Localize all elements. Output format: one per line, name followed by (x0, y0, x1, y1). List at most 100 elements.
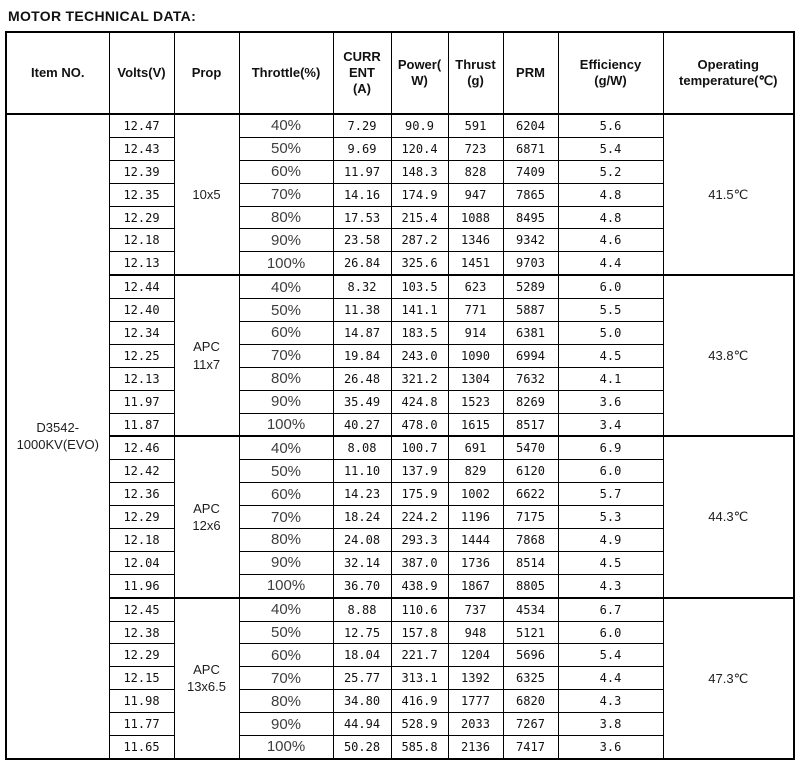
current-cell: 8.08 (332, 435, 392, 461)
table-row: 12.42 50% 11.10 137.9 829 6120 6.0 (6, 459, 794, 484)
power-cell: 221.7 (390, 643, 449, 668)
volts-cell: 12.45 (108, 596, 175, 622)
power-cell: 100.7 (390, 435, 449, 461)
current-cell: 11.38 (332, 298, 392, 323)
thrust-cell: 1002 (447, 482, 504, 507)
throttle-cell: 80% (238, 366, 334, 391)
table-row: 11.96 100% 36.70 438.9 1867 8805 4.3 (6, 573, 794, 599)
efficiency-cell: 3.8 (557, 712, 664, 737)
table-row: 11.97 90% 35.49 424.8 1523 8269 3.6 (6, 389, 794, 414)
power-cell: 585.8 (390, 735, 449, 760)
efficiency-cell: 4.1 (557, 366, 664, 391)
power-cell: 137.9 (390, 459, 449, 484)
throttle-cell: 50% (238, 620, 334, 645)
efficiency-cell: 6.0 (557, 274, 664, 300)
prm-cell: 6871 (502, 136, 559, 161)
thrust-cell: 2033 (447, 712, 504, 737)
page: MOTOR TECHNICAL DATA: Item NO. Volts(V) … (0, 8, 800, 760)
power-cell: 387.0 (390, 550, 449, 575)
volts-cell: 12.25 (108, 343, 175, 368)
current-cell: 14.23 (332, 482, 392, 507)
thrust-cell: 2136 (447, 735, 504, 760)
volts-cell: 12.29 (108, 505, 175, 530)
temperature-cell: 47.3℃ (662, 596, 795, 760)
prm-cell: 7632 (502, 366, 559, 391)
col-header-efficiency: Efficiency (g/W) (557, 31, 664, 115)
current-cell: 50.28 (332, 735, 392, 760)
table-row: 12.13 100% 26.84 325.6 1451 9703 4.4 (6, 251, 794, 276)
efficiency-cell: 5.6 (557, 113, 664, 138)
efficiency-cell: 4.4 (557, 666, 664, 691)
throttle-cell: 90% (238, 228, 334, 253)
throttle-cell: 80% (238, 689, 334, 714)
page-title: MOTOR TECHNICAL DATA: (8, 8, 197, 24)
power-cell: 313.1 (390, 666, 449, 691)
power-cell: 478.0 (390, 412, 449, 437)
power-cell: 148.3 (390, 159, 449, 184)
prm-cell: 8269 (502, 389, 559, 414)
volts-cell: 12.35 (108, 182, 175, 207)
prm-cell: 6994 (502, 343, 559, 368)
volts-cell: 12.39 (108, 159, 175, 184)
thrust-cell: 623 (447, 274, 504, 300)
volts-cell: 12.43 (108, 136, 175, 161)
current-cell: 26.48 (332, 366, 392, 391)
col-header-current: CURR ENT (A) (332, 31, 392, 115)
table-row: 12.43 50% 9.69 120.4 723 6871 5.4 (6, 136, 794, 161)
throttle-cell: 60% (238, 321, 334, 345)
col-header-thrust: Thrust (g) (447, 31, 504, 115)
efficiency-cell: 5.4 (557, 136, 664, 161)
power-cell: 110.6 (390, 596, 449, 622)
power-cell: 103.5 (390, 274, 449, 300)
prm-cell: 7175 (502, 505, 559, 530)
prm-cell: 6120 (502, 459, 559, 484)
power-cell: 224.2 (390, 505, 449, 530)
current-cell: 9.69 (332, 136, 392, 161)
col-header-volts: Volts(V) (108, 31, 175, 115)
efficiency-cell: 4.5 (557, 343, 664, 368)
table-row: 12.29 70% 18.24 224.2 1196 7175 5.3 (6, 505, 794, 530)
power-cell: 90.9 (390, 113, 449, 138)
thrust-cell: 1196 (447, 505, 504, 530)
throttle-cell: 60% (238, 482, 334, 507)
power-cell: 120.4 (390, 136, 449, 161)
table-row: 12.34 60% 14.87 183.5 914 6381 5.0 (6, 321, 794, 345)
volts-cell: 11.96 (108, 573, 175, 599)
volts-cell: 11.87 (108, 412, 175, 437)
col-header-prop: Prop (173, 31, 240, 115)
power-cell: 424.8 (390, 389, 449, 414)
current-cell: 14.87 (332, 321, 392, 345)
throttle-cell: 40% (238, 435, 334, 461)
prm-cell: 5121 (502, 620, 559, 645)
efficiency-cell: 5.7 (557, 482, 664, 507)
prm-cell: 8514 (502, 550, 559, 575)
table-row: 12.44 APC 11x7 40% 8.32 103.5 623 5289 6.0 43.8℃ (6, 274, 795, 437)
col-header-power: Power( W) (390, 31, 449, 115)
efficiency-cell: 4.9 (557, 528, 664, 552)
thrust-cell: 1444 (447, 528, 504, 552)
efficiency-cell: 4.8 (557, 205, 664, 230)
efficiency-cell: 4.3 (557, 573, 664, 599)
prm-cell: 6204 (502, 113, 559, 138)
table-row: 12.15 70% 25.77 313.1 1392 6325 4.4 (6, 666, 794, 691)
current-cell: 14.16 (332, 182, 392, 207)
table-row: 12.46 APC 12x6 40% 8.08 100.7 691 5470 6.9 44.3℃ (6, 435, 795, 599)
thrust-cell: 691 (447, 435, 504, 461)
current-cell: 11.97 (332, 159, 392, 184)
power-cell: 438.9 (390, 573, 449, 599)
volts-cell: 12.18 (108, 528, 175, 552)
volts-cell: 12.36 (108, 482, 175, 507)
table-row: 11.87 100% 40.27 478.0 1615 8517 3.4 (6, 412, 794, 437)
table-row: 12.04 90% 32.14 387.0 1736 8514 4.5 (6, 550, 794, 575)
current-cell: 25.77 (332, 666, 392, 691)
throttle-cell: 90% (238, 550, 334, 575)
thrust-cell: 1736 (447, 550, 504, 575)
volts-cell: 12.42 (108, 459, 175, 484)
table-row: D3542- 1000KV(EVO) 12.47 10x5 40% 7.29 90.9 59… (5, 113, 795, 760)
throttle-cell: 100% (238, 573, 334, 599)
thrust-cell: 1777 (447, 689, 504, 714)
throttle-cell: 40% (238, 596, 334, 622)
efficiency-cell: 6.7 (557, 596, 664, 622)
volts-cell: 11.65 (108, 735, 175, 760)
power-cell: 141.1 (390, 298, 449, 323)
